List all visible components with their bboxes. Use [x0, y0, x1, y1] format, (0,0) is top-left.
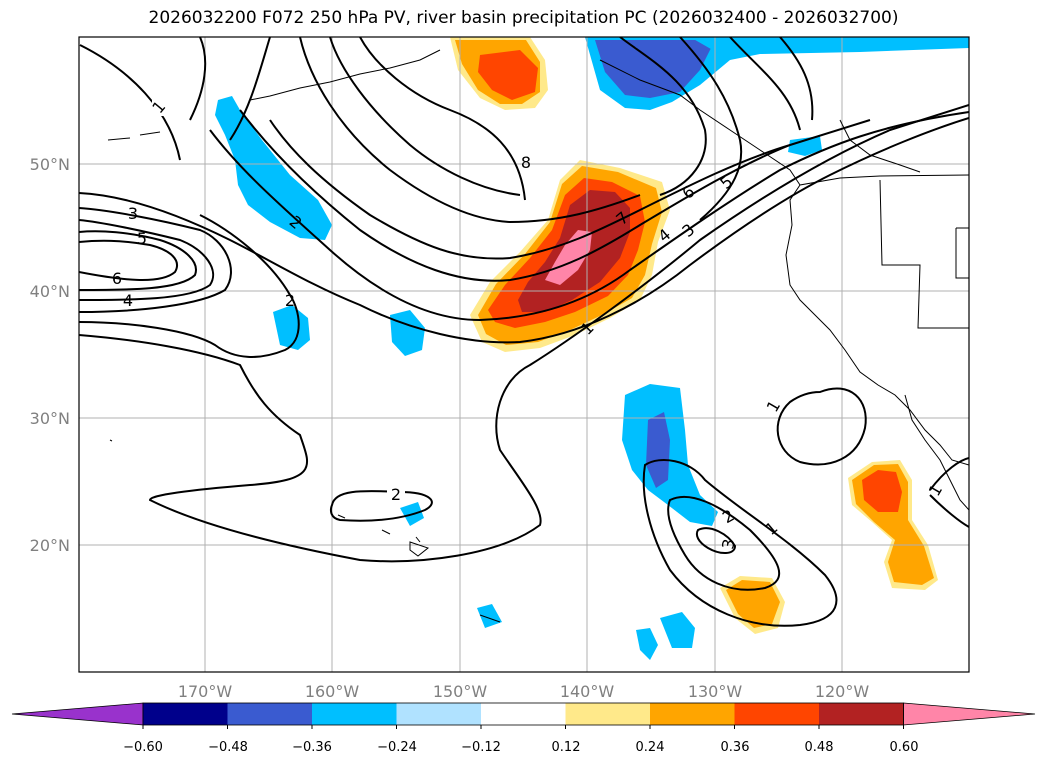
contour-label: 4	[123, 291, 133, 310]
lon-tick-label: 160°W	[305, 682, 360, 701]
map-area: 1 3 5 6 4 2 2 8 6 5 7 4 3 1 2 1 2 3 1 1	[79, 37, 969, 672]
colorbar-segment	[650, 703, 735, 725]
colorbar-tick-labels: −0.60 −0.48 −0.36 −0.24 −0.12 0.12 0.24 …	[123, 740, 918, 755]
map-frame	[78, 36, 970, 673]
map-title: 2026032200 F072 250 hPa PV, river basin …	[148, 8, 899, 28]
colorbar-tick-label: −0.48	[208, 740, 248, 755]
colorbar-extend-low	[11, 702, 144, 726]
colorbar-tick-label: 0.24	[636, 740, 665, 755]
lat-tick-label: 40°N	[30, 282, 70, 301]
contour-label: 3	[678, 220, 698, 241]
contour-label: 2	[719, 506, 737, 528]
lon-tick-labels: 170°W 160°W 150°W 140°W 130°W 120°W	[178, 682, 870, 701]
lon-tick-label: 170°W	[178, 682, 233, 701]
lat-tick-label: 30°N	[30, 409, 70, 428]
lon-tick-label: 130°W	[688, 682, 743, 701]
contour-label: 3	[718, 537, 738, 550]
colorbar-segment	[312, 703, 397, 725]
colorbar	[11, 702, 1036, 729]
colorbar-tick-label: 0.60	[890, 740, 919, 755]
lon-tick-label: 140°W	[560, 682, 615, 701]
lat-tick-label: 50°N	[30, 155, 70, 174]
lon-tick-label: 120°W	[815, 682, 870, 701]
colorbar-segment	[143, 703, 228, 725]
lat-tick-labels: 20°N 30°N 40°N 50°N	[30, 155, 70, 555]
colorbar-segment	[481, 703, 566, 725]
precip-shading	[215, 37, 969, 660]
pv-contours	[79, 37, 969, 627]
contour-label: 8	[521, 153, 531, 172]
contour-label: 3	[128, 204, 138, 223]
colorbar-tick-label: −0.60	[123, 740, 163, 755]
colorbar-segment	[227, 703, 313, 725]
colorbar-segment	[819, 703, 904, 725]
colorbar-extend-high	[903, 702, 1036, 726]
contour-label: 6	[112, 269, 122, 288]
colorbar-tick-label: −0.36	[292, 740, 332, 755]
colorbar-tick-label: 0.36	[721, 740, 750, 755]
lat-tick-label: 20°N	[30, 536, 70, 555]
colorbar-outline	[142, 702, 904, 726]
colorbar-segment	[734, 703, 820, 725]
colorbar-segment	[565, 703, 651, 725]
contour-label: 2	[285, 291, 295, 310]
colorbar-tick-label: 0.48	[805, 740, 834, 755]
contour-label: 2	[391, 485, 401, 504]
colorbar-tick-label: −0.12	[461, 740, 501, 755]
colorbar-tick-label: −0.24	[377, 740, 417, 755]
colorbar-segment	[396, 703, 482, 725]
lon-tick-label: 150°W	[433, 682, 488, 701]
contour-label: 5	[137, 229, 147, 248]
colorbar-tick-label: 0.12	[552, 740, 581, 755]
